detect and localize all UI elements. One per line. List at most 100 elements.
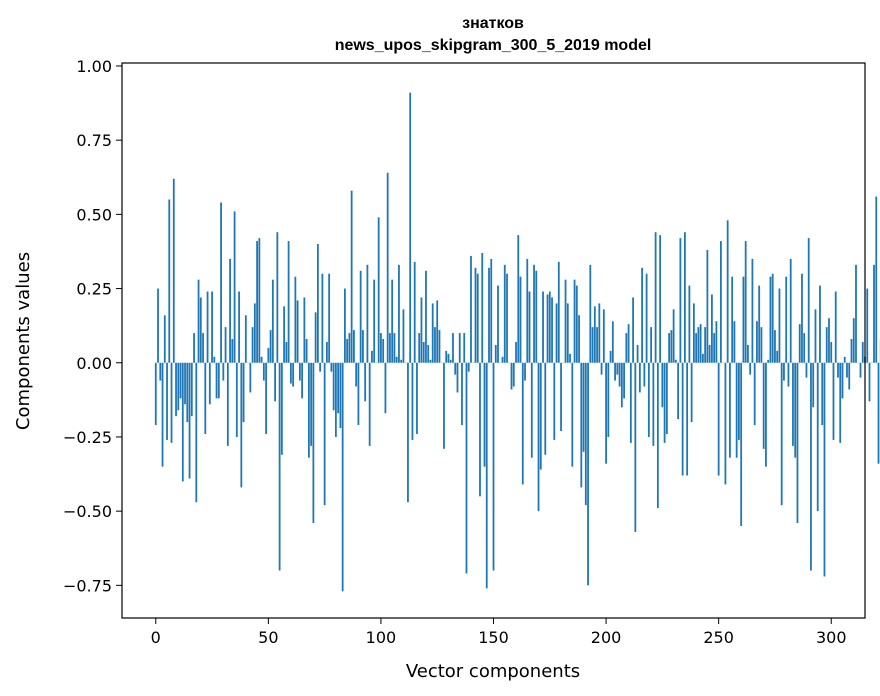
bar [623, 362, 625, 399]
bar [560, 362, 562, 432]
bar [792, 362, 794, 446]
bar [283, 306, 286, 363]
bar [483, 362, 486, 467]
bar [350, 190, 353, 363]
bar [526, 258, 529, 363]
bar [316, 244, 319, 363]
bar [373, 279, 376, 363]
bar [643, 362, 646, 387]
bar [416, 362, 418, 434]
y-tick-label: −0.75 [63, 576, 112, 595]
bar [605, 362, 607, 464]
bar [494, 344, 497, 363]
bar [384, 362, 387, 414]
bar [301, 362, 304, 399]
bar [202, 333, 204, 363]
bar [517, 235, 520, 363]
bar [607, 362, 610, 437]
x-tick-label: 150 [478, 628, 509, 647]
bar [305, 339, 308, 363]
bar [368, 362, 371, 446]
bar [756, 321, 758, 363]
bar [616, 362, 619, 375]
bar [197, 279, 200, 363]
bar [166, 362, 168, 440]
bar [515, 341, 517, 363]
bar [380, 333, 382, 363]
bar [425, 270, 427, 363]
bar [701, 353, 704, 363]
bar [618, 362, 621, 387]
bar [548, 291, 551, 363]
bar [533, 264, 535, 363]
bar [747, 344, 749, 363]
bar [645, 273, 648, 363]
bar [463, 333, 466, 363]
bar [706, 249, 709, 363]
bar [242, 362, 245, 423]
bar [530, 362, 533, 458]
bar [389, 333, 391, 363]
bar [796, 362, 799, 524]
bar [596, 327, 598, 363]
bar [749, 362, 752, 375]
bar [661, 362, 664, 408]
chart-title-line2: news_upos_skipgram_300_5_2019 model [335, 37, 652, 54]
bar [443, 362, 445, 449]
y-tick-label: 0.75 [76, 131, 112, 150]
bar [271, 279, 274, 363]
bar [708, 344, 711, 363]
bar [717, 362, 720, 476]
bar [798, 324, 801, 363]
bar [789, 258, 792, 363]
bar [321, 273, 324, 363]
y-axis-ticks: −0.75 −0.50 −0.25 0.00 0.25 0.50 0.75 1.00 [63, 57, 122, 595]
bar [506, 273, 508, 363]
bar [535, 270, 538, 363]
bar [490, 258, 493, 363]
bar [803, 333, 806, 363]
bar [711, 294, 713, 363]
bar [528, 291, 531, 363]
bar [420, 297, 423, 363]
bar [832, 362, 835, 440]
bar [348, 333, 351, 363]
bar [325, 341, 328, 363]
bar [812, 362, 815, 408]
bar [859, 362, 862, 378]
bar [571, 362, 574, 467]
bar [184, 362, 186, 405]
bar [593, 306, 596, 363]
x-axis-label: Vector components [406, 661, 580, 682]
bar [744, 241, 747, 363]
bar [307, 362, 310, 458]
bar [537, 362, 540, 512]
bar [377, 217, 380, 363]
bar [852, 318, 855, 363]
bar [258, 238, 261, 363]
bar [244, 315, 247, 363]
bar [557, 261, 560, 363]
bar [638, 362, 641, 393]
bar [481, 252, 484, 363]
bar [190, 362, 193, 417]
bar [861, 341, 864, 363]
bar [476, 273, 479, 363]
bar [814, 309, 817, 363]
bar [222, 362, 225, 381]
bar [400, 359, 403, 363]
bar [215, 362, 218, 399]
bar [447, 353, 450, 363]
bar [584, 362, 587, 506]
bar [780, 362, 783, 506]
bar [163, 315, 166, 363]
bar [278, 362, 281, 571]
bar [636, 344, 639, 363]
bar [362, 330, 364, 363]
bar [479, 362, 481, 497]
bar [650, 327, 653, 363]
bar [235, 362, 238, 437]
bar [341, 362, 344, 592]
y-tick-label: 0.00 [76, 354, 112, 373]
bar [206, 291, 209, 363]
